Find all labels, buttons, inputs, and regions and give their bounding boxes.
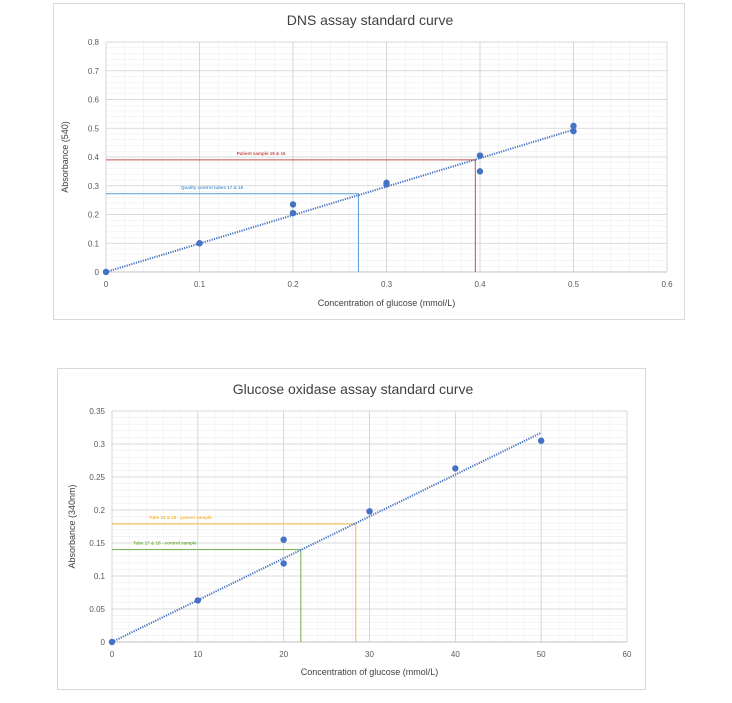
data-point (194, 597, 202, 604)
glucose-oxidase-chart: Glucose oxidase assay standard curve 0 0.0… (67, 381, 632, 677)
dns-chart-panel: DNS assay standard curve 0 0.1 0.2 0.3 0.4 0.5… (53, 3, 685, 320)
y-tick-label: 0.8 (88, 38, 100, 47)
y-tick-label: 0.05 (89, 605, 105, 614)
y-tick-label: 0.1 (88, 239, 100, 248)
data-point (102, 268, 110, 276)
x-tick-label: 60 (623, 650, 632, 659)
x-tick-label: 10 (193, 650, 202, 659)
x-tick-label: 0 (110, 650, 115, 659)
data-point (383, 179, 390, 187)
y-tick-label: 0.3 (94, 440, 106, 449)
data-point (280, 536, 287, 543)
annotation-label: Patient sample 15 & 16 (237, 151, 286, 156)
y-tick-label: 0 (95, 268, 100, 277)
annotation-label: Tube 17 & 18 - control sample (133, 541, 197, 546)
glucose-oxidase-chart-panel: Glucose oxidase assay standard curve 0 0.0… (57, 368, 646, 690)
x-axis-title: Concentration of glucose (mmol/L) (318, 298, 456, 308)
x-axis-title: Concentration of glucose (mmol/L) (301, 667, 439, 677)
data-point (196, 240, 203, 247)
x-tick-label: 0.3 (381, 280, 393, 289)
y-tick-label: 0.7 (88, 67, 100, 76)
data-point (289, 201, 297, 208)
x-tick-label: 0.4 (474, 280, 486, 289)
annotation-label: Quality control tubes 17 & 18 (181, 185, 244, 190)
annotation-line (112, 549, 302, 642)
data-point (366, 508, 373, 515)
x-tick-label: 40 (451, 650, 460, 659)
y-tick-label: 0.1 (94, 572, 106, 581)
chart-title: DNS assay standard curve (287, 12, 454, 28)
data-point (570, 122, 577, 130)
y-tick-label: 0.2 (88, 211, 100, 220)
data-point (476, 168, 484, 175)
y-tick-label: 0.15 (89, 539, 105, 548)
data-point (108, 638, 116, 646)
y-tick-label: 0.4 (88, 153, 100, 162)
data-point (280, 560, 287, 567)
annotation-line (112, 523, 357, 642)
annotation-line (106, 159, 476, 272)
x-tick-label: 0 (104, 280, 109, 289)
data-point (452, 465, 459, 472)
y-axis-title: Absorbance (540) (60, 121, 70, 193)
x-tick-label: 0.5 (568, 280, 580, 289)
x-tick-label: 0.2 (287, 280, 299, 289)
x-tick-label: 20 (279, 650, 288, 659)
trendline (111, 431, 542, 643)
x-tick-label: 30 (365, 650, 374, 659)
x-tick-label: 50 (537, 650, 546, 659)
dns-chart: DNS assay standard curve 0 0.1 0.2 0.3 0.4 0.5… (60, 12, 673, 308)
y-tick-label: 0.2 (94, 506, 106, 515)
y-tick-label: 0.35 (89, 407, 105, 416)
data-point (476, 152, 484, 159)
data-point (570, 127, 577, 135)
x-tick-label: 0.1 (194, 280, 206, 289)
chart-title: Glucose oxidase assay standard curve (233, 381, 474, 397)
y-tick-label: 0.5 (88, 124, 100, 133)
annotation-line (106, 193, 359, 272)
y-tick-label: 0 (101, 638, 106, 647)
y-tick-label: 0.25 (89, 473, 105, 482)
data-point (537, 437, 545, 444)
x-tick-label: 0.6 (661, 280, 673, 289)
y-axis-title: Absorbance (340nm) (67, 484, 77, 568)
y-tick-label: 0.3 (88, 182, 100, 191)
y-tick-label: 0.6 (88, 96, 100, 105)
annotation-label: Tube 15 & 16 - patient sample (149, 515, 212, 520)
data-point (289, 209, 297, 217)
